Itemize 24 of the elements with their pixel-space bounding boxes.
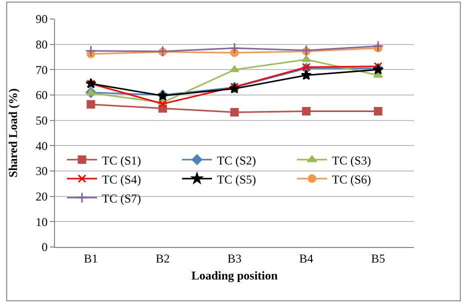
legend-label: TC (S2): [217, 153, 256, 168]
legend-label: TC (S7): [102, 191, 142, 206]
legend-label: TC (S3): [332, 153, 372, 168]
legend-label: TC (S6): [332, 172, 372, 186]
y-tick-label: 90: [36, 12, 48, 26]
y-tick-label: 40: [36, 138, 48, 153]
x-tick-label: B5: [371, 251, 386, 266]
y-axis-title: Shared Load (%): [6, 88, 20, 178]
y-tick-label: 50: [36, 114, 48, 128]
x-axis-title: Loading position: [191, 268, 278, 282]
x-tick-label: B1: [84, 251, 98, 266]
y-tick-label: 10: [36, 214, 48, 229]
y-tick-label: 80: [36, 38, 48, 52]
y-tick-label: 70: [36, 62, 48, 77]
x-tick-label: B2: [156, 251, 170, 266]
y-tick-label: 0: [42, 240, 48, 254]
legend-label: TC (S1): [102, 153, 142, 168]
y-tick-label: 20: [36, 190, 48, 204]
x-tick-label: B4: [299, 251, 314, 266]
x-tick-label: B3: [227, 251, 242, 266]
legend-label: TC (S5): [217, 172, 256, 186]
legend-label: TC (S4): [102, 172, 142, 186]
y-tick-label: 60: [36, 88, 48, 102]
y-tick-label: 30: [36, 164, 48, 178]
